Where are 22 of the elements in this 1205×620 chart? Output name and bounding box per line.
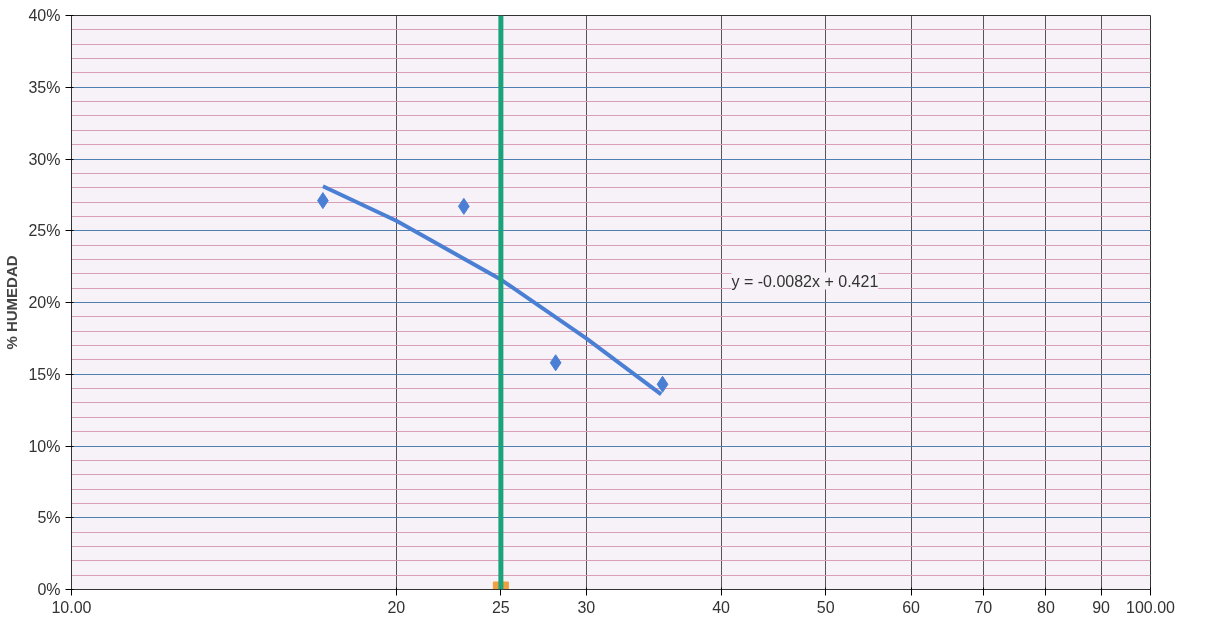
x-tick-label: 80 [1037, 598, 1055, 616]
x-tick-label: 25 [491, 598, 510, 616]
x-tick-label: 70 [974, 598, 993, 616]
y-tick-label: 20% [28, 294, 61, 311]
y-axis-title: % HUMEDAD [3, 255, 21, 350]
y-tick-label: 0% [37, 581, 61, 598]
x-tick-label: 60 [902, 598, 921, 616]
y-tick-label: 15% [28, 365, 61, 383]
y-tick-label: 25% [28, 222, 61, 240]
y-tick-label: 35% [28, 78, 61, 96]
x-tick-label: 40 [712, 598, 731, 616]
annotation: y = -0.0082x + 0.421 [731, 272, 879, 290]
x-tick-label: 10.00 [51, 598, 92, 616]
x-tick-label: 50 [816, 598, 835, 616]
y-tick-label: 10% [28, 437, 61, 455]
x-tick-label: 90 [1092, 598, 1111, 616]
y-tick-label: 40% [28, 7, 61, 24]
y-tick-label: 30% [28, 150, 61, 168]
x-tick-label: 20 [387, 598, 406, 616]
x-tick-label: 100.00 [1126, 598, 1176, 616]
y-tick-label: 5% [37, 509, 61, 527]
x-tick-label: 30 [577, 598, 596, 616]
